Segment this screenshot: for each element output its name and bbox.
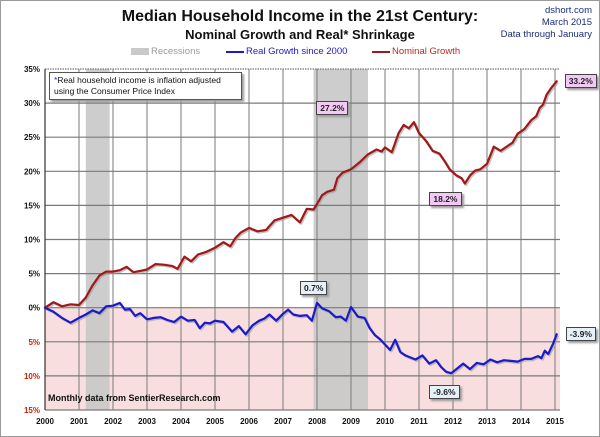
source-site: dshort.com (545, 5, 592, 16)
legend-swatch-recessions (131, 48, 149, 55)
data-label-callout: 0.7% (300, 280, 328, 295)
x-tick-label: 2001 (70, 417, 88, 426)
legend-swatch-real (226, 50, 244, 53)
x-tick-label: 2007 (274, 417, 292, 426)
y-tick-label: 15% (24, 406, 40, 415)
x-tick-label: 2014 (512, 417, 530, 426)
source-info: dshort.com March 2015 Data through Janua… (501, 5, 592, 41)
data-source-note: Monthly data from SentierResearch.com (48, 393, 221, 403)
source-data-through: Data through January (500, 29, 592, 40)
x-tick-label: 2012 (444, 417, 462, 426)
real-growth-line (43, 301, 558, 375)
x-tick-labels-layer: 2000 2001 2002 2003 2004 2005 2006 2007 2008 2009… (36, 417, 564, 426)
footnote-line1: Real household income is inflation adjus… (57, 75, 221, 85)
x-tick-label: 2006 (240, 417, 258, 426)
footnote-box: *Real household income is inflation adju… (49, 72, 242, 100)
nominal-growth-line (43, 80, 558, 309)
series-lines-layer (43, 80, 560, 376)
y-tick-label: 5% (28, 270, 40, 279)
data-label-callout: -9.6% (429, 385, 460, 400)
x-tick-label: 2010 (376, 417, 394, 426)
negative-zone (45, 307, 560, 410)
y-tick-label: 10% (24, 372, 40, 381)
legend-label-real: Real Growth since 2000 (246, 46, 348, 57)
data-label-callout: 27.2% (316, 101, 349, 116)
chart-subtitle: Nominal Growth and Real* Shrinkage (185, 27, 415, 42)
x-tick-label: 2011 (410, 417, 428, 426)
source-date: March 2015 (541, 17, 592, 28)
legend-item-nominal: Nominal Growth (372, 46, 460, 57)
footnote-line2: using the Consumer Price Index (54, 86, 175, 96)
series-shadow (45, 81, 559, 310)
y-tick-label: 10% (24, 236, 40, 245)
x-tick-label: 2000 (36, 417, 54, 426)
y-tick-label: 35% (24, 65, 40, 74)
negative-zone-layer (45, 307, 560, 410)
x-tick-label: 2005 (206, 417, 224, 426)
x-tick-label: 2015 (546, 417, 564, 426)
x-tick-label: 2004 (172, 417, 190, 426)
data-label-callout: 33.2% (564, 74, 597, 89)
y-tick-label: 30% (24, 99, 40, 108)
x-tick-label: 2002 (104, 417, 122, 426)
chart-title: Median Household Income in the 21st Cent… (121, 8, 479, 25)
legend-item-recessions: Recessions (131, 46, 200, 57)
legend-swatch-nominal (372, 50, 390, 53)
data-label-callout: 18.2% (429, 191, 462, 206)
x-tick-label: 2003 (138, 417, 156, 426)
x-tick-label: 2013 (478, 417, 496, 426)
legend-label-recessions: Recessions (151, 46, 201, 57)
y-tick-label: 0% (28, 304, 40, 313)
x-tick-label: 2008 (308, 417, 326, 426)
y-tick-labels-layer: 35% 30% 25% 20% 15% 10% 5% 0% 5% 10% 15% (24, 65, 40, 415)
y-tick-label: 15% (24, 201, 40, 210)
data-label-callout: -3.9% (565, 327, 596, 342)
x-tick-label: 2009 (342, 417, 360, 426)
footnote-star: * (54, 75, 58, 85)
legend-item-real: Real Growth since 2000 (226, 46, 347, 57)
y-tick-label: 25% (24, 133, 40, 142)
y-tick-label: 20% (24, 167, 40, 176)
legend-label-nominal: Nominal Growth (392, 46, 461, 57)
y-tick-label: 5% (28, 338, 40, 347)
